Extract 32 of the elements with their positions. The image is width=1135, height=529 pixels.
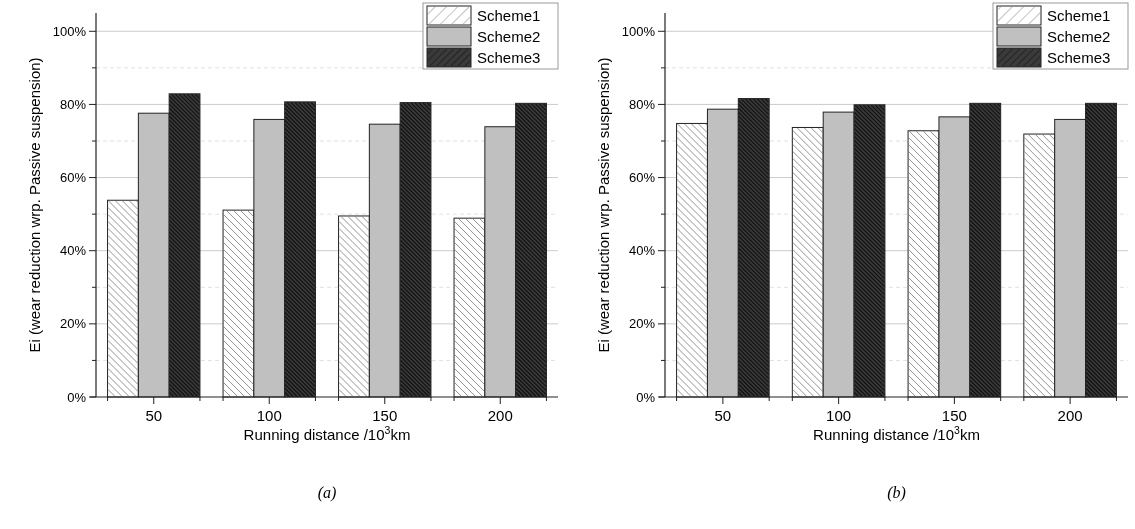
text: (b) bbox=[887, 484, 906, 502]
y-tick-label: 0% bbox=[636, 389, 656, 405]
y-tick-label: 40% bbox=[628, 243, 656, 259]
legend-label: Scheme2 bbox=[1047, 28, 1111, 46]
y-axis-title: Ei (wear reduction wrp. Passive suspension) bbox=[595, 57, 612, 353]
y-tick-label: 60% bbox=[628, 170, 656, 186]
legend-label: Scheme3 bbox=[477, 49, 541, 67]
x-tick-label: 150 bbox=[372, 407, 398, 424]
legend-label: Scheme3 bbox=[1047, 49, 1111, 67]
x-axis-title: Running distance /10$^{3}$km bbox=[243, 424, 411, 443]
legend-label: Scheme2 bbox=[477, 28, 541, 46]
y-tick-label: 80% bbox=[628, 96, 656, 112]
x-tick-label: 200 bbox=[1057, 407, 1083, 424]
x-tick-label: 50 bbox=[145, 407, 163, 424]
y-tick-label: 80% bbox=[59, 96, 87, 112]
x-tick-label: 50 bbox=[714, 407, 732, 424]
x-tick-label: 200 bbox=[487, 407, 513, 424]
y-tick-label: 100% bbox=[52, 23, 87, 39]
y-tick-label: 100% bbox=[621, 23, 656, 39]
y-axis-title: Ei (wear reduction wrp. Passive suspension) bbox=[26, 57, 43, 353]
x-tick-label: 150 bbox=[941, 407, 967, 424]
x-axis-title: Running distance /10$^{3}$km bbox=[813, 424, 980, 443]
y-tick-label: 60% bbox=[59, 170, 87, 186]
x-tick-label: 100 bbox=[826, 407, 852, 424]
legend-label: Scheme1 bbox=[477, 7, 541, 25]
y-tick-label: 0% bbox=[67, 389, 87, 405]
x-tick-label: 100 bbox=[256, 407, 282, 424]
text: (a) bbox=[317, 484, 337, 502]
y-tick-label: 40% bbox=[59, 243, 87, 259]
y-tick-label: 20% bbox=[59, 316, 87, 332]
legend-label: Scheme1 bbox=[1047, 7, 1111, 25]
y-tick-label: 20% bbox=[628, 316, 656, 332]
